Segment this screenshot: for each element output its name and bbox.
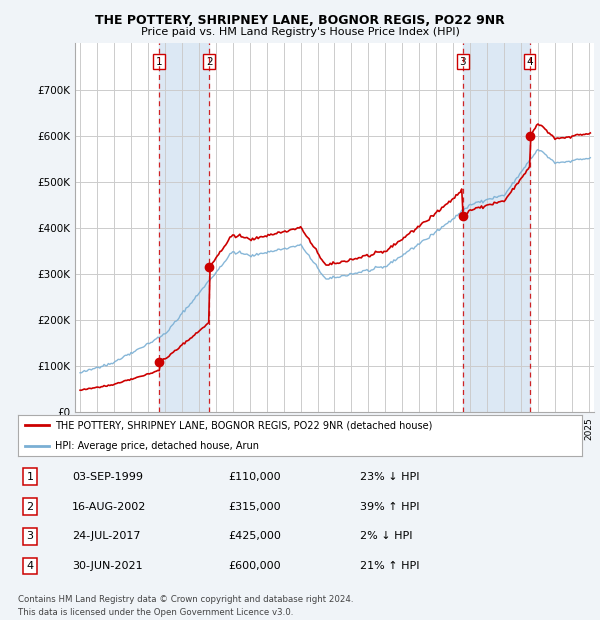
Text: Contains HM Land Registry data © Crown copyright and database right 2024.
This d: Contains HM Land Registry data © Crown c… xyxy=(18,595,353,617)
Text: £425,000: £425,000 xyxy=(228,531,281,541)
Bar xyxy=(463,43,530,412)
Text: 2: 2 xyxy=(206,57,212,67)
Text: £600,000: £600,000 xyxy=(228,561,281,571)
Text: 3: 3 xyxy=(26,531,34,541)
Text: 1: 1 xyxy=(26,472,34,482)
Text: 24-JUL-2017: 24-JUL-2017 xyxy=(72,531,140,541)
Text: £110,000: £110,000 xyxy=(228,472,281,482)
Text: 3: 3 xyxy=(460,57,466,67)
Text: 2% ↓ HPI: 2% ↓ HPI xyxy=(360,531,413,541)
Bar xyxy=(159,43,209,412)
Text: 16-AUG-2002: 16-AUG-2002 xyxy=(72,502,146,512)
Text: 03-SEP-1999: 03-SEP-1999 xyxy=(72,472,143,482)
Text: 1: 1 xyxy=(156,57,163,67)
Text: HPI: Average price, detached house, Arun: HPI: Average price, detached house, Arun xyxy=(55,441,259,451)
Text: THE POTTERY, SHRIPNEY LANE, BOGNOR REGIS, PO22 9NR: THE POTTERY, SHRIPNEY LANE, BOGNOR REGIS… xyxy=(95,14,505,27)
Text: Price paid vs. HM Land Registry's House Price Index (HPI): Price paid vs. HM Land Registry's House … xyxy=(140,27,460,37)
Text: 4: 4 xyxy=(26,561,34,571)
Text: 23% ↓ HPI: 23% ↓ HPI xyxy=(360,472,419,482)
Text: 30-JUN-2021: 30-JUN-2021 xyxy=(72,561,143,571)
Text: 21% ↑ HPI: 21% ↑ HPI xyxy=(360,561,419,571)
Text: 39% ↑ HPI: 39% ↑ HPI xyxy=(360,502,419,512)
Text: THE POTTERY, SHRIPNEY LANE, BOGNOR REGIS, PO22 9NR (detached house): THE POTTERY, SHRIPNEY LANE, BOGNOR REGIS… xyxy=(55,420,432,430)
Text: 2: 2 xyxy=(26,502,34,512)
Text: 4: 4 xyxy=(526,57,533,67)
Text: £315,000: £315,000 xyxy=(228,502,281,512)
